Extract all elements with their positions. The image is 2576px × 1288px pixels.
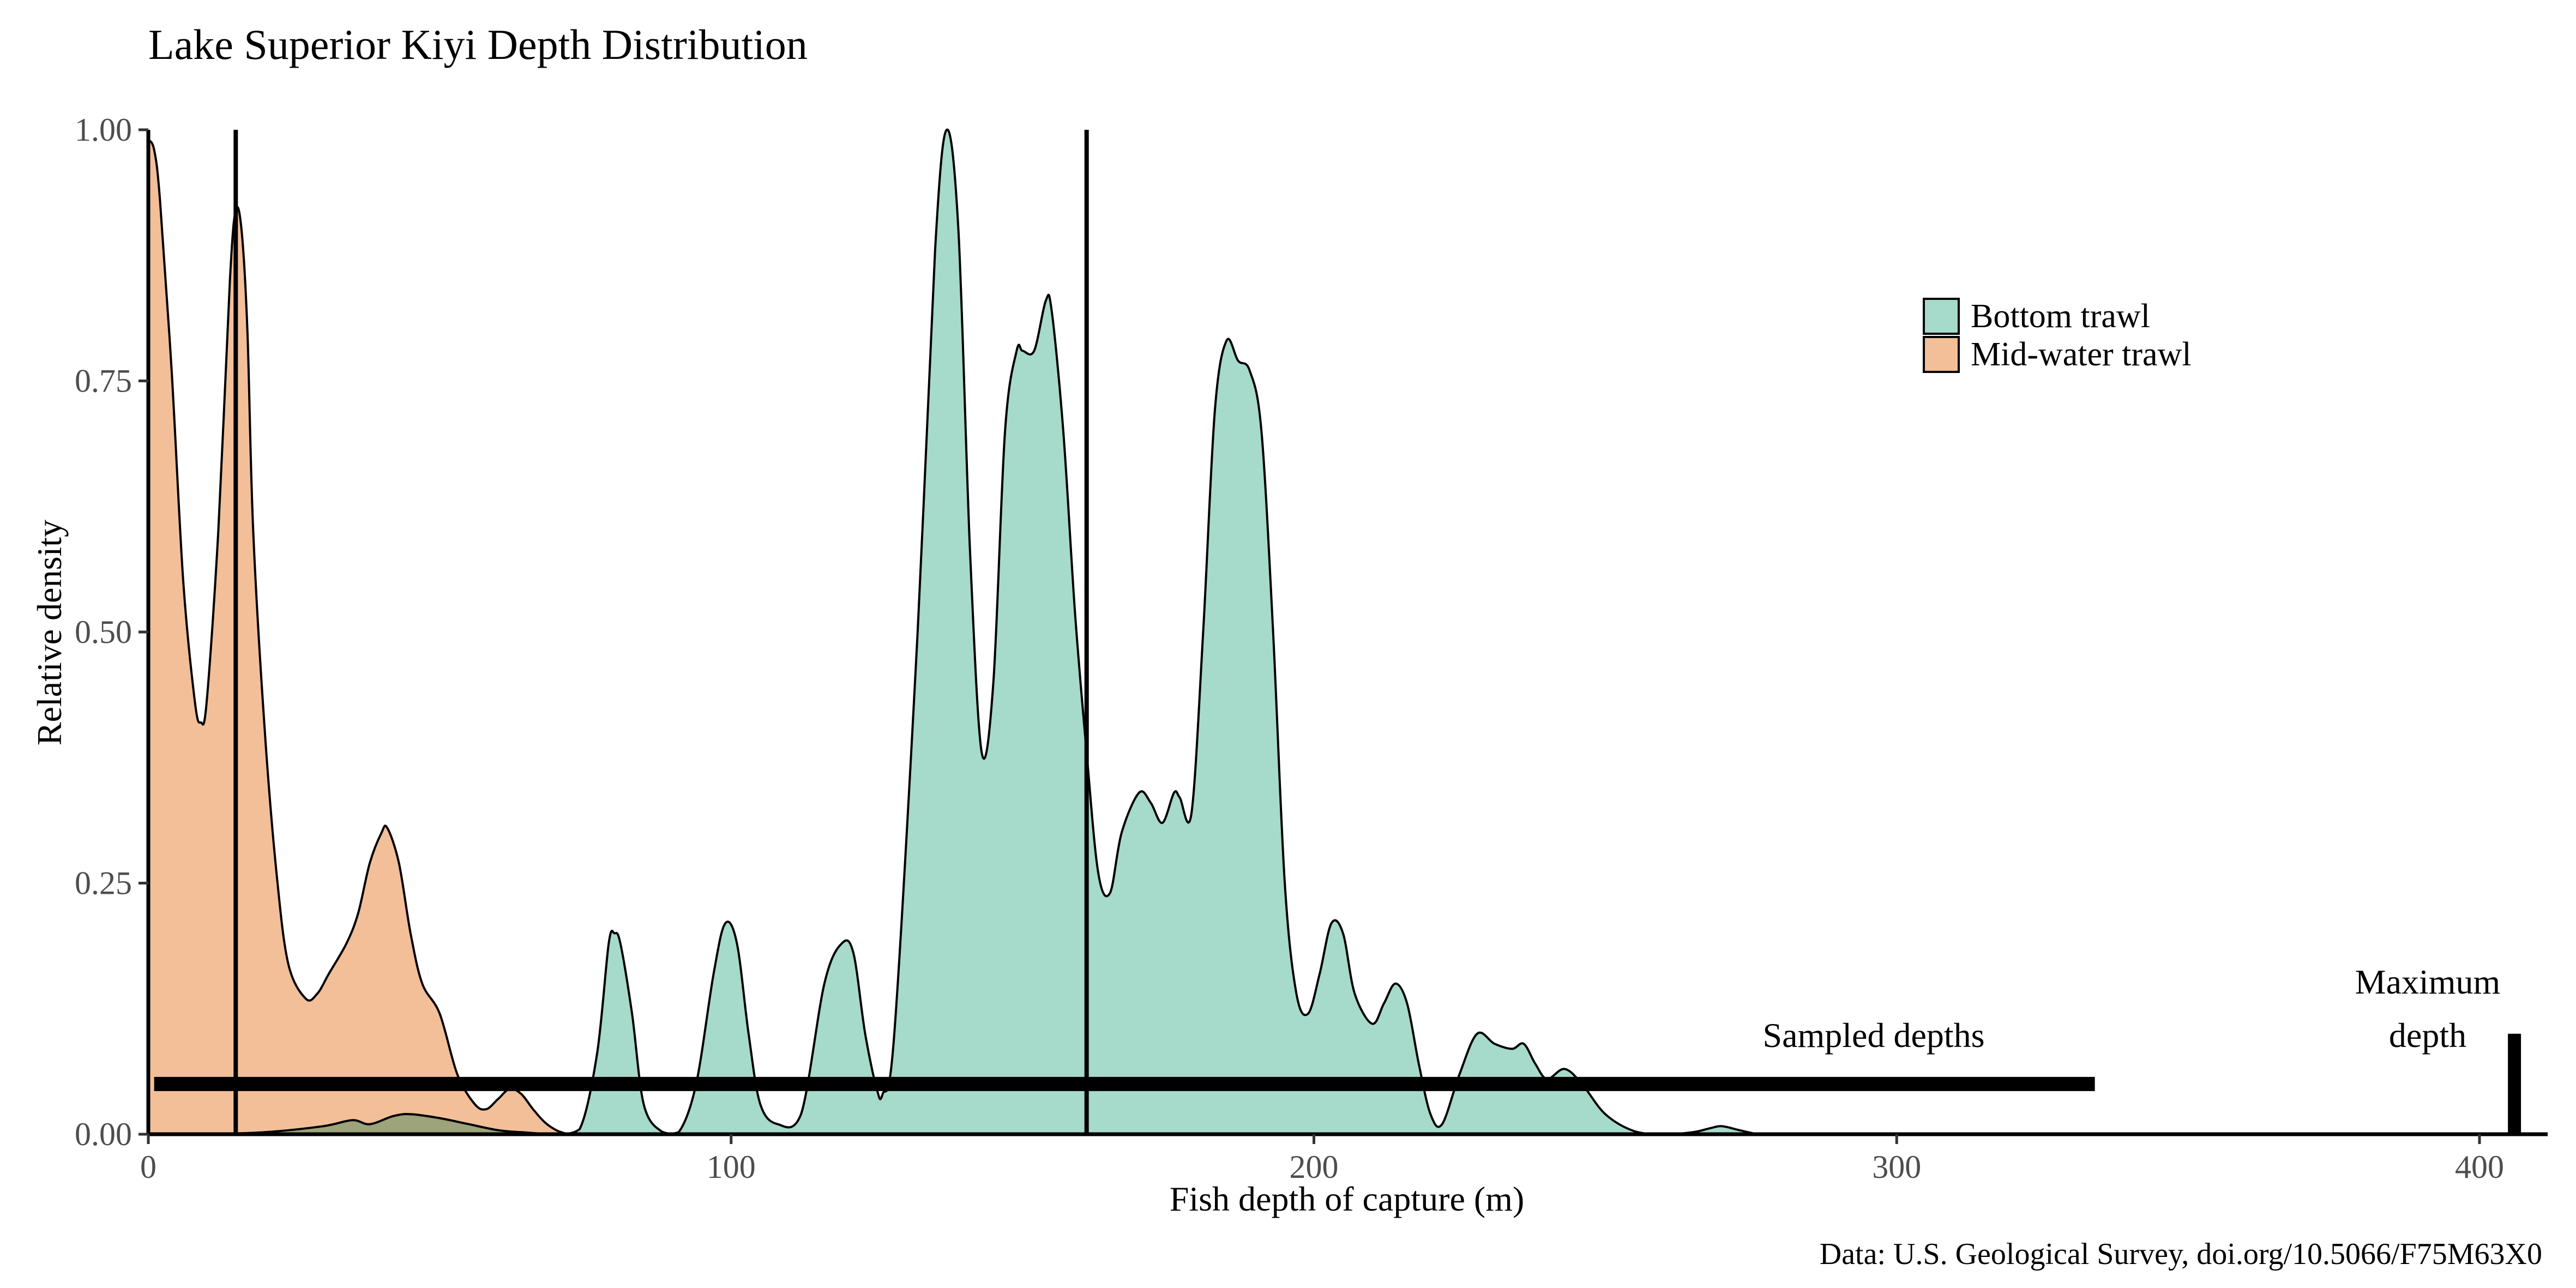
- legend-label-bottom-trawl: Bottom trawl: [1971, 298, 2150, 335]
- x-tick-label-0: 0: [140, 1149, 157, 1185]
- y-ticks: 0.00 0.25 0.50 0.75 1.00: [75, 112, 148, 1152]
- x-ticks: 0 100 200 300 400: [140, 1134, 2504, 1185]
- sampled-depths-label: Sampled depths: [1762, 1016, 1984, 1055]
- maximum-depth-label-line1: Maximum: [2355, 962, 2501, 1001]
- density-area-mid-water-trawl: [148, 140, 568, 1134]
- density-outline-bottom-trawl: [206, 128, 1758, 1136]
- legend-key-bottom-trawl: [1923, 298, 1960, 335]
- y-tick-label-0.00: 0.00: [75, 1116, 132, 1152]
- density-area-bottom-trawl: [206, 129, 1757, 1134]
- legend-label-mid-water-trawl: Mid-water trawl: [1971, 336, 2192, 373]
- reference-lines-layer: [154, 130, 2521, 1134]
- density-outline-mid-water-trawl: [147, 139, 569, 1135]
- chart-title: Lake Superior Kiyi Depth Distribution: [148, 21, 808, 68]
- x-tick-label-300: 300: [1872, 1149, 1921, 1185]
- legend: Bottom trawl Mid-water trawl: [1923, 298, 2192, 373]
- y-axis-label: Relative density: [30, 520, 69, 745]
- x-tick-label-200: 200: [1290, 1149, 1339, 1185]
- y-tick-label-0.25: 0.25: [75, 865, 132, 901]
- density-series-layer: [147, 128, 1758, 1136]
- data-caption: Data: U.S. Geological Survey, doi.org/10…: [1820, 1237, 2542, 1271]
- legend-key-mid-water-trawl: [1923, 336, 1960, 373]
- x-tick-label-100: 100: [707, 1149, 756, 1185]
- y-tick-label-1.00: 1.00: [75, 112, 132, 148]
- y-tick-label-0.50: 0.50: [75, 614, 132, 650]
- y-tick-label-0.75: 0.75: [75, 363, 132, 399]
- x-tick-label-400: 400: [2455, 1149, 2504, 1185]
- x-axis-label: Fish depth of capture (m): [1170, 1179, 1525, 1218]
- maximum-depth-label-line2: depth: [2389, 1016, 2466, 1055]
